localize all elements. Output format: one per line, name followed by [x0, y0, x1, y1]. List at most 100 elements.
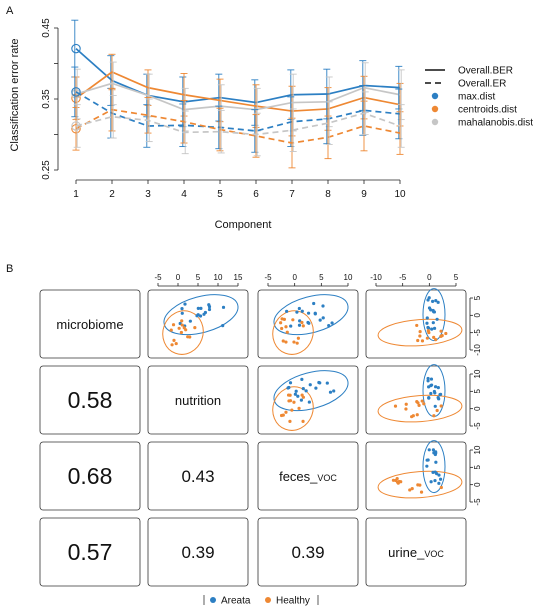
y-tick-label: 0.25	[41, 160, 52, 180]
point-areata	[429, 391, 433, 396]
top-tick-label: 0	[292, 273, 297, 282]
legend-label: Overall.BER	[458, 66, 513, 77]
point-areata	[195, 314, 199, 318]
x-axis-label: Component	[215, 219, 272, 231]
cell-r0-c2	[257, 289, 359, 359]
point-healthy	[435, 408, 439, 413]
cell-frame	[365, 441, 467, 511]
point-healthy	[291, 318, 295, 322]
cell-frame	[365, 365, 467, 435]
point-areata	[436, 386, 440, 390]
legend-label: Overall.ER	[458, 79, 506, 90]
point-areata	[308, 383, 312, 387]
point-areata	[426, 298, 430, 302]
legend-point-key	[431, 105, 439, 113]
cell-frame	[39, 365, 141, 435]
point-areata	[435, 317, 439, 321]
point-healthy	[287, 399, 291, 403]
top-tick-label: -5	[154, 273, 162, 282]
top-tick-label: 10	[214, 273, 223, 282]
point-areata	[425, 316, 429, 320]
point-areata	[433, 452, 437, 457]
series-line	[75, 71, 401, 112]
block-label: microbiome	[56, 317, 123, 332]
legend-point-key	[431, 92, 439, 100]
series-line	[75, 112, 401, 136]
point-areata	[432, 389, 436, 394]
point-healthy	[425, 336, 429, 340]
point-areata	[304, 389, 308, 393]
top-axis-col2: -5 0 5 10	[264, 273, 353, 287]
block-label: feces_VOC	[279, 469, 337, 484]
right-axis-row0: 5 0 -5 -10	[469, 295, 482, 356]
cell-r2-c1: 0.43	[147, 441, 249, 511]
correlation-value: 0.68	[68, 463, 113, 489]
point-healthy	[434, 338, 438, 342]
point-healthy	[193, 325, 197, 330]
cell-frame	[365, 517, 467, 587]
point-areata	[325, 381, 329, 385]
point-areata	[425, 321, 429, 325]
point-healthy	[418, 334, 422, 338]
point-areata	[437, 397, 441, 401]
point-healthy	[288, 393, 292, 397]
point-areata	[433, 478, 437, 483]
cell-r1-c0: 0.58	[39, 365, 141, 435]
point-healthy	[172, 338, 176, 343]
cell-frame	[257, 441, 359, 511]
confidence-ellipse-areata	[422, 288, 446, 342]
point-healthy	[432, 414, 436, 418]
point-areata	[431, 470, 435, 474]
cell-frame	[257, 517, 359, 587]
point-areata	[306, 311, 311, 315]
point-healthy	[301, 419, 305, 424]
point-areata	[436, 300, 440, 304]
x-tick-label: 1	[73, 189, 79, 200]
right-tick-label: 10	[473, 445, 482, 454]
x-tick-label: 2	[109, 189, 115, 200]
point-healthy	[281, 339, 285, 343]
top-axis-col1: -5 0 5 10 15	[154, 273, 243, 287]
point-healthy	[281, 413, 285, 417]
point-healthy	[420, 399, 424, 403]
legend-label: centroids.dist	[458, 105, 517, 116]
point-areata	[314, 386, 318, 390]
confidence-ellipse-healthy	[377, 394, 463, 423]
data-point	[71, 121, 81, 131]
point-areata	[196, 306, 200, 310]
x-tick-label: 6	[253, 189, 259, 200]
series-line	[75, 82, 401, 111]
confidence-ellipse-healthy	[272, 310, 314, 355]
block-label-sub: VOC	[424, 549, 444, 559]
point-areata	[425, 464, 429, 468]
cell-frame	[147, 289, 249, 359]
point-healthy	[404, 407, 408, 411]
point-areata	[298, 319, 302, 323]
point-areata	[426, 376, 430, 381]
x-tick-label: 8	[325, 189, 331, 200]
point-healthy	[295, 341, 299, 345]
right-tick-label: -5	[473, 498, 482, 506]
point-healthy	[416, 401, 420, 405]
cell-frame	[147, 365, 249, 435]
point-areata	[321, 316, 325, 320]
y-tick-label: 0.35	[41, 89, 52, 109]
y-axis-label: Classification error rate	[9, 38, 21, 151]
right-tick-label: 0	[473, 482, 482, 487]
cell-r0-c0: microbiome	[39, 289, 141, 359]
point-areata	[431, 299, 435, 303]
point-areata	[296, 394, 300, 398]
point-areata	[330, 321, 334, 325]
right-tick-label: -5	[473, 422, 482, 430]
point-healthy	[279, 321, 283, 325]
point-areata	[318, 318, 322, 322]
cell-frame	[257, 365, 359, 435]
point-areata	[427, 385, 431, 389]
point-areata	[294, 389, 298, 393]
correlation-value: 0.39	[291, 543, 324, 562]
block-label-main: microbiome	[56, 317, 123, 332]
point-healthy	[410, 415, 414, 419]
panel-b-label: B	[6, 263, 13, 275]
point-healthy	[297, 406, 301, 410]
correlation-value: 0.43	[181, 467, 214, 486]
